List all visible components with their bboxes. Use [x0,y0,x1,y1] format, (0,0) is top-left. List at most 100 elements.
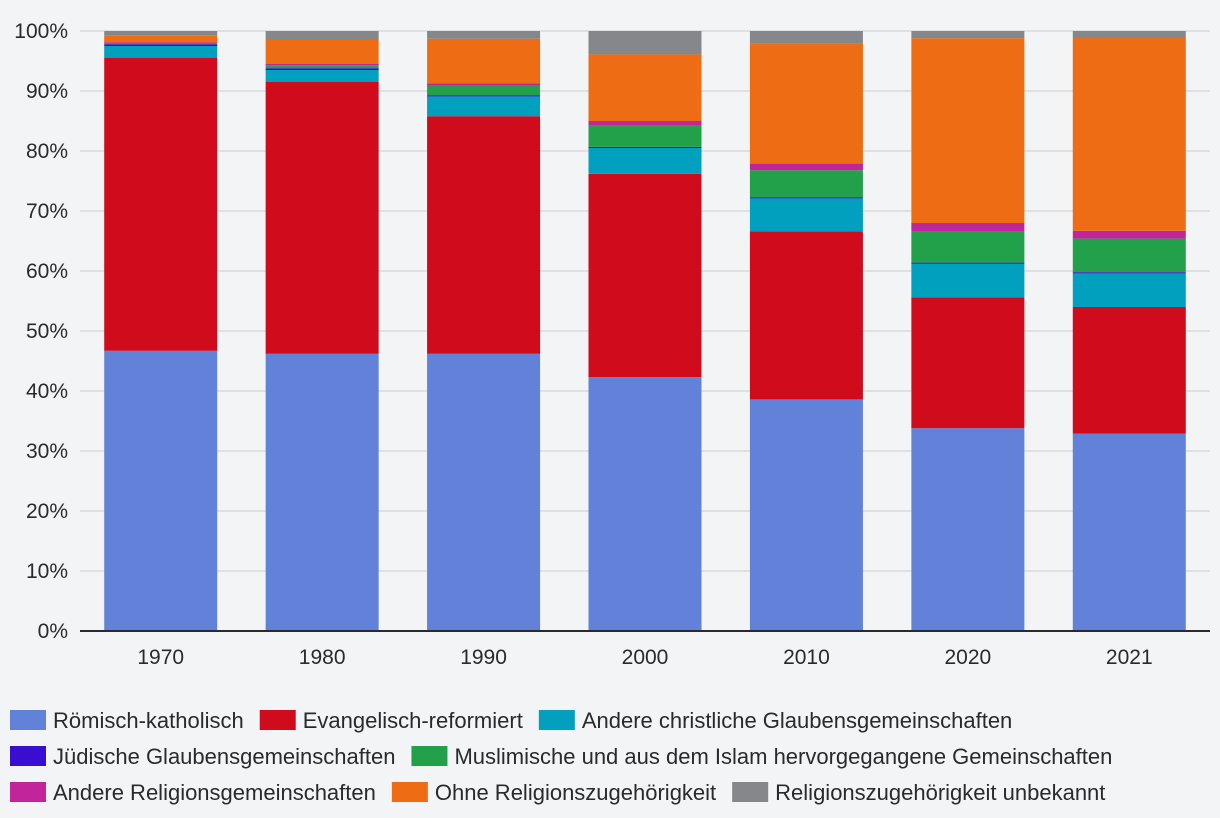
legend-swatch-5 [10,782,46,802]
bar-segment-1970-2 [104,46,218,58]
legend-swatch-6 [391,782,428,802]
x-tick-label-1980: 1980 [299,646,346,669]
legend-label-6: Ohne Religionszugehörigkeit [435,780,716,805]
bar-segment-2000-6 [588,54,702,121]
x-tick-label-1970: 1970 [137,646,184,669]
bar-segment-1980-7 [265,31,379,40]
bar-segment-1980-0 [265,353,379,631]
bar-segment-2020-0 [911,428,1025,631]
bar-segment-1980-1 [265,82,379,354]
bar-segment-1970-5 [104,42,218,43]
bar-segment-2021-0 [1072,433,1186,631]
bar-segment-2021-4 [1072,238,1186,273]
legend-label-1: Evangelisch-reformiert [303,708,523,733]
bar-segment-1990-3 [427,95,541,97]
bar-segment-2021-1 [1072,307,1186,434]
bar-stack-1980 [265,31,379,631]
legend-item-5: Andere Religionsgemeinschaften [10,780,376,805]
legend-swatch-2 [538,710,575,730]
bar-segment-1990-4 [427,85,541,96]
bar-segment-2020-4 [911,231,1025,263]
bar-segment-1980-2 [265,70,379,82]
bar-segment-2010-6 [749,43,863,164]
bar-segment-1980-3 [265,68,379,70]
axes: 0% 10% 20% 30% 40% 50% 60% 70% 80% 90% 100% 1970 198… [14,20,1210,669]
bar-stacks [104,31,1186,631]
legend-label-7: Religionszugehörigkeit unbekannt [775,780,1105,805]
legend-item-1: Evangelisch-reformiert [259,708,523,733]
bar-stack-1990 [427,31,541,631]
bar-segment-2010-1 [749,231,863,400]
x-tick-label-1990: 1990 [460,646,507,669]
y-tick-label-30: 30% [26,440,68,463]
legend-item-4: Muslimische und aus dem Islam hervorgega… [411,744,1112,769]
bar-segment-1980-4 [265,65,379,69]
bar-segment-2020-5 [911,223,1025,232]
y-tick-label-40: 40% [26,380,68,403]
bar-segment-1990-7 [427,31,541,39]
legend-swatch-3 [10,746,46,766]
legend-swatch-4 [411,746,448,766]
legend: Römisch-katholisch Evangelisch-reformiert… [10,708,1112,805]
legend-item-3: Jüdische Glaubensgemeinschaften [10,744,395,769]
legend-label-4: Muslimische und aus dem Islam hervorgega… [454,744,1112,769]
bar-segment-1970-3 [104,44,218,46]
bar-segment-1970-6 [104,35,218,43]
bar-segment-2021-5 [1072,230,1186,239]
bar-segment-2020-1 [911,297,1025,429]
y-tick-label-70: 70% [26,200,68,223]
legend-swatch-7 [732,782,769,802]
x-tick-label-2010: 2010 [783,646,830,669]
bar-segment-2000-3 [588,146,702,148]
y-tick-label-0: 0% [38,620,68,643]
bar-stack-1970 [104,31,218,631]
bar-segment-2010-0 [749,399,863,631]
bar-segment-1990-2 [427,96,541,117]
legend-item-7: Religionszugehörigkeit unbekannt [732,780,1105,805]
y-tick-label-60: 60% [26,260,68,283]
y-tick-label-80: 80% [26,140,68,163]
bar-segment-2000-0 [588,377,702,631]
bar-segment-2000-5 [588,121,702,126]
bar-stack-2021 [1072,31,1186,631]
bar-segment-2010-2 [749,198,863,232]
y-tick-label-20: 20% [26,500,68,523]
bar-segment-2020-7 [911,31,1025,39]
bar-segment-2010-7 [749,31,863,44]
bar-segment-1990-1 [427,116,541,354]
y-tick-label-50: 50% [26,320,68,343]
bar-segment-1980-6 [265,40,379,64]
bar-segment-2010-5 [749,163,863,171]
bar-segment-1970-0 [104,350,218,631]
bar-stack-2020 [911,31,1025,631]
bar-stack-2010 [749,31,863,631]
bar-segment-2021-2 [1072,273,1186,307]
bar-segment-2020-2 [911,263,1025,298]
bar-stack-2000 [588,31,702,631]
legend-label-0: Römisch-katholisch [53,708,244,733]
bar-segment-1970-7 [104,31,218,36]
legend-swatch-1 [259,710,296,730]
bar-segment-2010-3 [749,197,863,199]
legend-label-3: Jüdische Glaubensgemeinschaften [53,744,395,769]
legend-item-0: Römisch-katholisch [10,708,244,733]
bar-segment-2021-3 [1072,272,1186,274]
legend-label-2: Andere christliche Glaubensgemeinschafte… [582,708,1012,733]
x-tick-label-2000: 2000 [622,646,669,669]
bar-segment-1990-0 [427,353,541,631]
bar-segment-2020-3 [911,262,1025,264]
legend-label-5: Andere Religionsgemeinschaften [53,780,376,805]
bar-segment-2000-4 [588,125,702,147]
bar-segment-2000-1 [588,173,702,378]
bar-segment-2000-7 [588,31,702,55]
bar-segment-2021-6 [1072,37,1186,231]
bar-segment-1990-6 [427,38,541,84]
legend-swatch-0 [10,710,46,730]
y-tick-label-90: 90% [26,80,68,103]
y-tick-label-10: 10% [26,560,68,583]
legend-item-2: Andere christliche Glaubensgemeinschafte… [538,708,1012,733]
bar-segment-2020-6 [911,38,1025,224]
bar-segment-2021-7 [1072,31,1186,37]
